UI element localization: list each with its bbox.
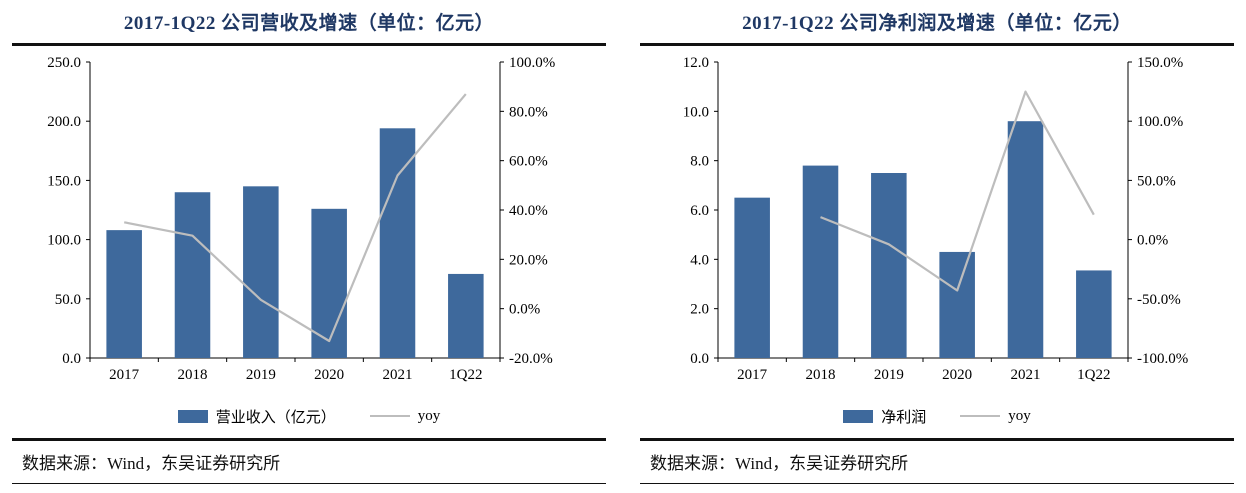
- bottom-rule: [640, 483, 1234, 484]
- revenue-chart-title: 2017-1Q22 公司营收及增速（单位：亿元）: [123, 13, 495, 34]
- svg-text:1Q22: 1Q22: [449, 367, 482, 383]
- svg-text:0.0: 0.0: [690, 351, 709, 367]
- svg-text:150.0: 150.0: [47, 173, 81, 189]
- revenue-chart-legend: 营业收入（亿元） yoy: [12, 402, 606, 430]
- svg-text:2018: 2018: [178, 367, 208, 383]
- legend-item-revenue: 营业收入（亿元）: [177, 406, 336, 427]
- svg-text:2.0: 2.0: [690, 302, 709, 318]
- bar-legend-swatch: [177, 409, 208, 423]
- legend-item-net-profit: 净利润: [843, 406, 926, 427]
- legend-item-yoy: yoy: [369, 407, 441, 425]
- svg-text:2018: 2018: [806, 367, 836, 383]
- source-divider: [640, 438, 1234, 441]
- bottom-rule: [12, 483, 606, 484]
- svg-text:-20.0%: -20.0%: [509, 351, 553, 367]
- bar-legend-label: 营业收入（亿元）: [215, 409, 336, 426]
- source-note: 数据来源：Wind，东吴证券研究所: [650, 454, 909, 473]
- svg-text:0.0%: 0.0%: [1137, 233, 1168, 249]
- svg-text:2019: 2019: [246, 367, 276, 383]
- revenue-growth-chart: 0.0 50.0 100.0 150.0 200.0 250.0 -20.0% 0.0% 20.…: [47, 55, 555, 383]
- svg-text:100.0: 100.0: [47, 233, 81, 249]
- legend-item-yoy: yoy: [960, 408, 1031, 425]
- line-legend-swatch: [960, 414, 1001, 418]
- svg-text:250.0: 250.0: [47, 55, 81, 71]
- svg-text:2017: 2017: [109, 367, 140, 383]
- title-divider: [12, 43, 606, 46]
- svg-text:40.0%: 40.0%: [509, 203, 548, 219]
- svg-text:50.0: 50.0: [55, 292, 81, 308]
- svg-text:2021: 2021: [1011, 367, 1041, 383]
- svg-text:100.0%: 100.0%: [509, 55, 555, 71]
- svg-text:80.0%: 80.0%: [509, 104, 548, 120]
- svg-text:0.0%: 0.0%: [509, 302, 540, 318]
- bar-legend-swatch: [843, 409, 874, 423]
- svg-text:150.0%: 150.0%: [1137, 55, 1183, 71]
- svg-text:2020: 2020: [942, 367, 972, 383]
- net-profit-chart-legend: 净利润 yoy: [640, 402, 1234, 430]
- revenue-chart-panel: 2017-1Q22 公司营收及增速（单位：亿元） 0.0 50.0 100.0 150…: [12, 6, 606, 493]
- svg-text:12.0: 12.0: [683, 55, 709, 71]
- net-profit-growth-chart: 0.0 2.0 4.0 6.0 8.0 10.0 12.0 -100.0% -50.0% 0.0%…: [683, 55, 1189, 383]
- svg-text:200.0: 200.0: [47, 114, 81, 130]
- svg-text:2017: 2017: [737, 367, 768, 383]
- svg-text:2021: 2021: [383, 367, 413, 383]
- line-legend-label: yoy: [417, 407, 441, 424]
- svg-text:2019: 2019: [874, 367, 904, 383]
- svg-text:4.0: 4.0: [690, 252, 709, 268]
- svg-text:60.0%: 60.0%: [509, 154, 548, 170]
- svg-text:1Q22: 1Q22: [1077, 367, 1110, 383]
- svg-text:2020: 2020: [314, 367, 344, 383]
- svg-text:-50.0%: -50.0%: [1137, 292, 1181, 308]
- svg-text:20.0%: 20.0%: [509, 252, 548, 268]
- svg-text:0.0: 0.0: [62, 351, 81, 367]
- svg-text:10.0: 10.0: [683, 104, 709, 120]
- svg-text:6.0: 6.0: [690, 203, 709, 219]
- svg-text:50.0%: 50.0%: [1137, 173, 1176, 189]
- line-legend-swatch: [369, 414, 410, 418]
- bar-legend-label: 净利润: [881, 409, 927, 426]
- title-divider: [640, 43, 1234, 46]
- source-note: 数据来源：Wind，东吴证券研究所: [22, 454, 281, 473]
- source-divider: [12, 438, 606, 441]
- line-legend-label: yoy: [1008, 407, 1031, 424]
- net-profit-chart-title: 2017-1Q22 公司净利润及增速（单位：亿元）: [742, 13, 1132, 34]
- svg-text:-100.0%: -100.0%: [1137, 351, 1188, 367]
- svg-text:100.0%: 100.0%: [1137, 114, 1183, 130]
- net-profit-chart-panel: 2017-1Q22 公司净利润及增速（单位：亿元） 0.0 2.0 4.0 6.0 8.…: [640, 6, 1234, 493]
- svg-text:8.0: 8.0: [690, 154, 709, 170]
